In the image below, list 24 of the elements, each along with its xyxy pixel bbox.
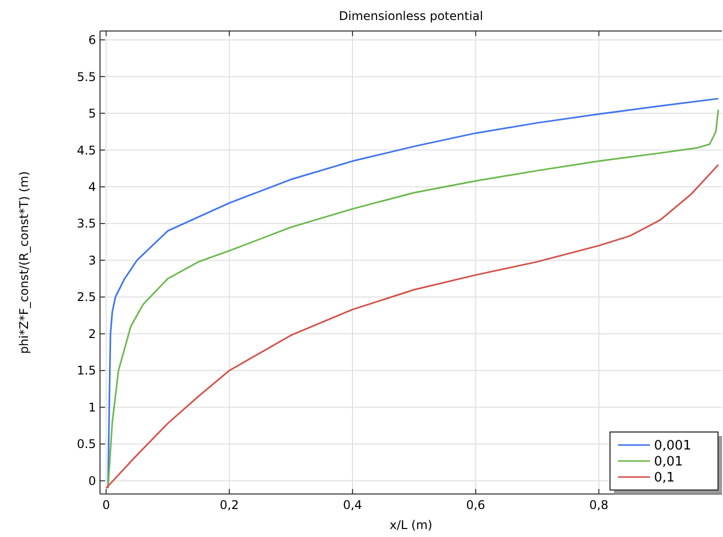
y-tick-label: 5 bbox=[88, 106, 96, 121]
y-tick-label: 2.5 bbox=[76, 290, 96, 304]
y-axis-title: phi*Z*F_const/(R_const*T) (m) bbox=[17, 171, 31, 354]
y-tick-label: 4.5 bbox=[76, 143, 96, 158]
y-tick-label: 3.5 bbox=[76, 216, 96, 231]
x-tick-label: 0,4 bbox=[342, 498, 362, 512]
y-tick-label: 0 bbox=[88, 474, 96, 488]
y-tick-label: 6 bbox=[88, 33, 96, 48]
x-axis-title: x/L (m) bbox=[390, 518, 432, 532]
x-tick-label: 0,8 bbox=[589, 498, 608, 512]
y-tick-label: 5.5 bbox=[76, 70, 96, 84]
x-tick-label: 0 bbox=[102, 498, 110, 512]
y-tick-label: 2 bbox=[88, 326, 96, 341]
y-tick-label: 3 bbox=[88, 253, 96, 268]
x-tick-label: 0,2 bbox=[220, 498, 239, 512]
y-tick-label: 1.5 bbox=[76, 364, 96, 378]
y-tick-label: 1 bbox=[88, 400, 96, 414]
x-tick-label: 0,6 bbox=[466, 498, 486, 512]
legend-label: 0,01 bbox=[654, 454, 683, 470]
y-tick-label: 4 bbox=[88, 180, 96, 194]
legend-label: 0,001 bbox=[654, 438, 692, 454]
y-tick-label: 0.5 bbox=[76, 437, 96, 452]
legend-label: 0,1 bbox=[654, 470, 675, 486]
chart-title: Dimensionless potential bbox=[338, 9, 484, 23]
